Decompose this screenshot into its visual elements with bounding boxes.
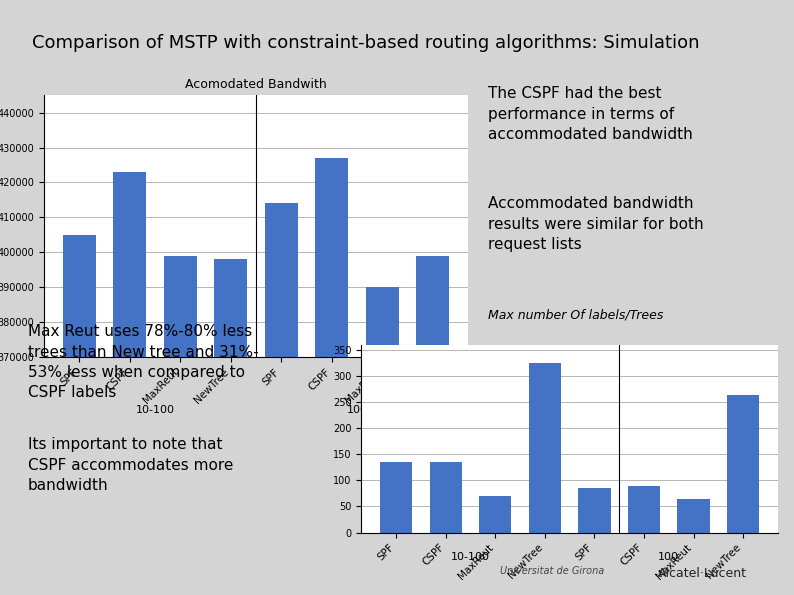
Bar bbox=[677, 499, 710, 533]
Bar bbox=[416, 256, 449, 595]
Text: Accommodated bandwidth
results were similar for both
request lists: Accommodated bandwidth results were simi… bbox=[488, 196, 704, 252]
Text: 100: 100 bbox=[658, 552, 680, 562]
Text: Alcatel·Lucent: Alcatel·Lucent bbox=[658, 567, 747, 580]
Bar bbox=[380, 462, 412, 533]
Text: The CSPF had the best
performance in terms of
accommodated bandwidth: The CSPF had the best performance in ter… bbox=[488, 86, 693, 142]
Text: 10-100: 10-100 bbox=[451, 552, 490, 562]
Title: Acomodated Bandwith: Acomodated Bandwith bbox=[185, 79, 327, 91]
Text: Max Reut uses 78%-80% less
trees than New tree and 31%-
53% less when compared t: Max Reut uses 78%-80% less trees than Ne… bbox=[28, 324, 258, 400]
Text: 100: 100 bbox=[346, 405, 368, 415]
Bar bbox=[578, 488, 611, 533]
Text: 10-100: 10-100 bbox=[136, 405, 175, 415]
Bar bbox=[164, 256, 197, 595]
Bar bbox=[727, 394, 759, 533]
Text: Its important to note that
CSPF accommodates more
bandwidth: Its important to note that CSPF accommod… bbox=[28, 437, 233, 493]
Text: Max number Of labels/Trees: Max number Of labels/Trees bbox=[488, 309, 664, 322]
Text: Comparison of MSTP with constraint-based routing algorithms: Simulation: Comparison of MSTP with constraint-based… bbox=[32, 33, 700, 52]
Bar bbox=[114, 172, 146, 595]
Bar bbox=[430, 462, 462, 533]
Bar bbox=[480, 496, 511, 533]
Text: Universitat de Girona: Universitat de Girona bbox=[499, 566, 604, 576]
Bar bbox=[529, 364, 561, 533]
Bar bbox=[628, 486, 660, 533]
Bar bbox=[315, 158, 349, 595]
Bar bbox=[214, 259, 247, 595]
Bar bbox=[265, 203, 298, 595]
Bar bbox=[63, 235, 96, 595]
Bar bbox=[366, 287, 399, 595]
